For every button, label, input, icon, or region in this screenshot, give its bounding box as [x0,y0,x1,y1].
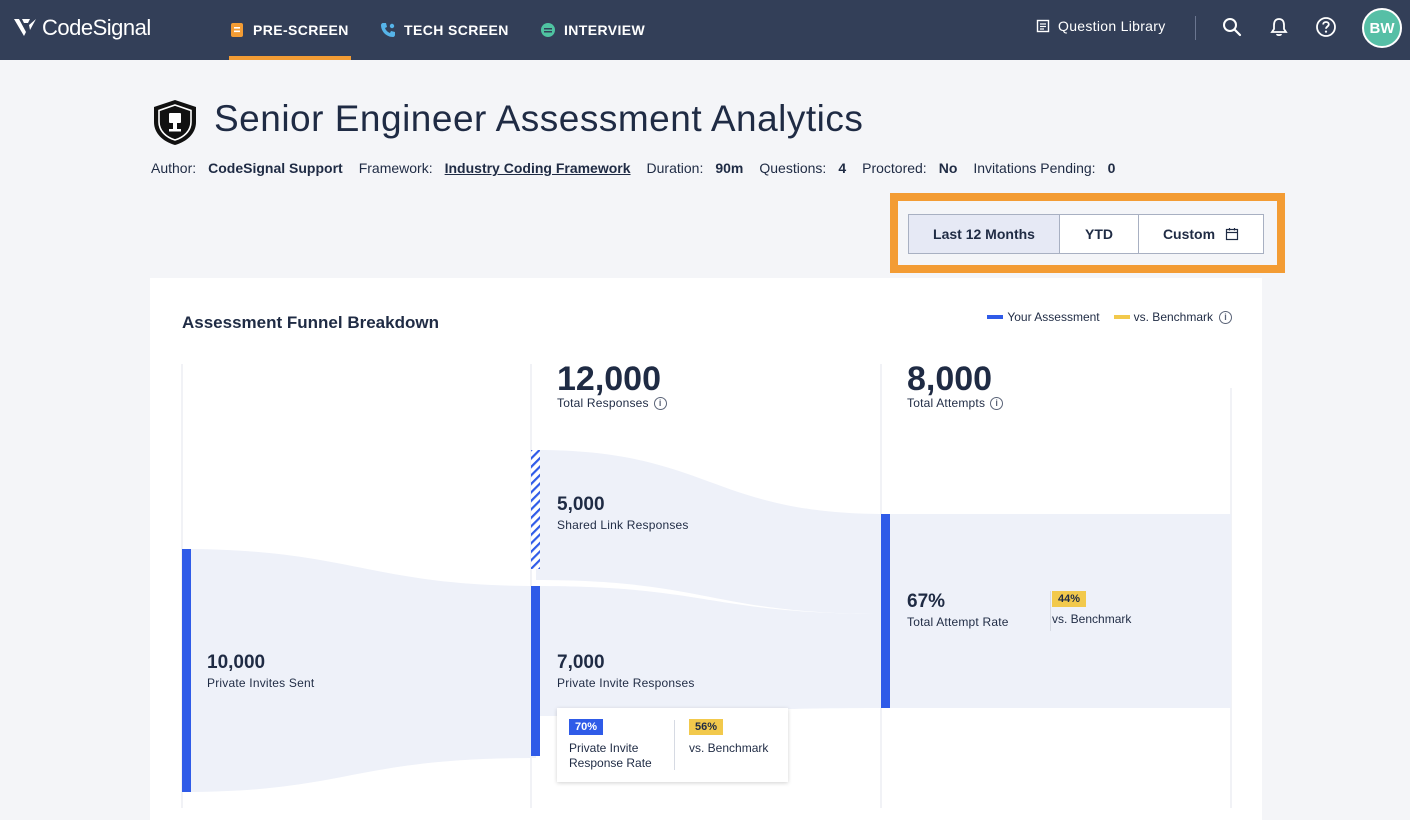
author-label: Author: [151,160,197,176]
bar-shared-link [531,450,540,569]
brand-name: CodeSignal [42,15,151,40]
legend-benchmark: vs. Benchmark i [1113,310,1232,324]
private-rate-label: Private Invite Response Rate [569,741,652,771]
author-value: CodeSignal Support [208,160,343,176]
page-title: Senior Engineer Assessment Analytics [214,98,864,139]
legend-assessment-label: Your Assessment [1007,310,1100,324]
private-invites-stat: 10,000 Private Invites Sent [207,652,314,690]
range-highlight-frame [890,193,1285,273]
private-benchmark-chip: 56% [689,719,724,735]
private-rate-column: 70% Private Invite Response Rate [569,719,652,771]
rate-separator [674,720,675,770]
help-icon[interactable] [1315,16,1337,38]
bar-private-invites [182,549,191,792]
private-rate-label-line2: Response Rate [569,756,652,770]
chat-icon [541,23,555,37]
range-ytd-button[interactable]: YTD [1060,215,1139,253]
total-attempts-label-row: Total Attempts i [907,396,1004,410]
legend-swatch-blue [987,315,1004,319]
question-library-link[interactable]: Question Library [1036,18,1166,34]
shared-link-label: Shared Link Responses [557,518,689,532]
funnel-title: Assessment Funnel Breakdown [182,313,439,332]
tab-pre-screen[interactable]: PRE-SCREEN [229,0,351,60]
calendar-icon [1225,228,1239,241]
bar-private-responses [531,586,540,756]
duration-value: 90m [715,160,744,176]
attempt-rate-stat: 67% Total Attempt Rate [907,591,1009,629]
nav-divider [1195,16,1196,40]
attempt-benchmark-label: vs. Benchmark [1052,612,1132,626]
private-invites-value: 10,000 [207,652,266,673]
shared-link-value: 5,000 [557,494,605,515]
questions-value: 4 [838,160,847,176]
assessment-badge-icon [154,100,196,145]
clipboard-icon [231,23,243,37]
duration-label: Duration: [646,160,704,176]
total-responses-stat: 12,000 Total Responses i [557,362,667,410]
funnel-card: Assessment Funnel Breakdown Your Assessm… [150,278,1262,820]
total-attempts-label: Total Attempts [907,396,986,410]
attempts-block [886,514,1231,708]
private-response-rate-box: 70% Private Invite Response Rate 56% vs.… [557,708,788,782]
private-responses-stat: 7,000 Private Invite Responses [557,652,695,690]
bar-total-attempts [881,514,890,708]
question-library-label: Question Library [1058,18,1166,34]
private-responses-value: 7,000 [557,652,605,673]
range-last-12-months-button[interactable]: Last 12 Months [909,215,1060,253]
private-benchmark-column: 56% vs. Benchmark [689,719,768,756]
search-icon[interactable] [1221,16,1243,38]
tab-label: TECH SCREEN [404,22,509,38]
tab-label: INTERVIEW [564,22,646,38]
book-icon [1036,19,1050,33]
total-responses-label: Total Responses [557,396,649,410]
codesignal-logo-icon [14,19,36,36]
tab-label: PRE-SCREEN [253,22,349,38]
flow-private-responses [536,586,886,716]
total-attempts-value: 8,000 [907,360,993,398]
legend-swatch-yellow [1113,315,1130,319]
funnel-chart [181,364,1232,808]
questions-label: Questions: [759,160,827,176]
date-range-selector: Last 12 Months YTD Custom [908,214,1264,254]
attempt-rate-label: Total Attempt Rate [907,615,1009,629]
attempt-separator [1050,591,1051,631]
info-icon[interactable]: i [1219,310,1232,324]
legend-your-assessment: Your Assessment [987,310,1100,324]
total-responses-label-row: Total Responses i [557,396,667,410]
private-rate-label-line1: Private Invite [569,741,639,755]
shared-link-stat: 5,000 Shared Link Responses [557,494,689,532]
range-custom-button[interactable]: Custom [1139,215,1263,253]
proctored-label: Proctored: [862,160,927,176]
brand-logo[interactable]: CodeSignal [12,13,151,43]
private-invites-label: Private Invites Sent [207,676,315,690]
avatar[interactable]: BW [1362,8,1402,48]
attempt-benchmark-chip: 44% [1052,591,1087,607]
private-rate-chip: 70% [569,719,604,735]
flow-private-invites [182,549,536,792]
attempt-benchmark: 44% vs. Benchmark [1052,591,1131,626]
framework-label: Framework: [358,160,433,176]
private-responses-label: Private Invite Responses [557,676,695,690]
pending-label: Invitations Pending: [973,160,1096,176]
total-attempts-stat: 8,000 Total Attempts i [907,360,1004,410]
assessment-meta: Author: CodeSignal Support Framework: In… [151,160,1131,176]
legend-benchmark-label: vs. Benchmark [1133,310,1213,324]
info-icon[interactable]: i [990,396,1004,410]
flow-shared-link [536,450,886,614]
tab-tech-screen[interactable]: TECH SCREEN [380,0,509,60]
phone-icon [381,23,395,37]
range-custom-label: Custom [1162,226,1216,242]
funnel-legend: Your Assessment vs. Benchmark i [987,310,1232,324]
tab-interview[interactable]: INTERVIEW [540,0,645,60]
info-icon[interactable]: i [653,396,667,410]
framework-link[interactable]: Industry Coding Framework [444,160,631,176]
top-nav: CodeSignal PRE-SCREEN TECH SCREEN INTERV… [0,0,1410,60]
bell-icon[interactable] [1268,16,1290,38]
attempt-rate-value: 67% [907,591,946,612]
pending-value: 0 [1107,160,1116,176]
proctored-value: No [938,160,958,176]
total-responses-value: 12,000 [557,360,661,398]
private-benchmark-label: vs. Benchmark [689,741,769,755]
